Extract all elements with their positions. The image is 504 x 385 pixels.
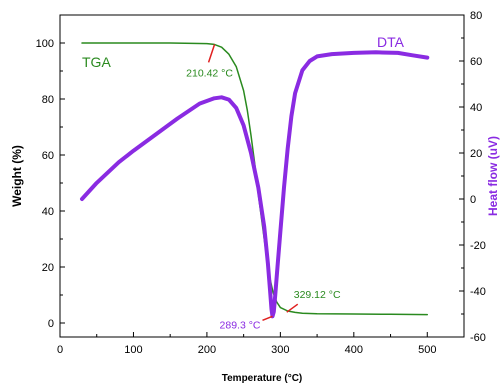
y2-tick-label: -60 bbox=[470, 332, 486, 344]
y2-tick-label: 0 bbox=[470, 194, 476, 206]
plot-frame bbox=[59, 14, 465, 338]
x-tick-label: 0 bbox=[57, 344, 63, 356]
y-tick-label: 0 bbox=[48, 318, 54, 330]
x-axis-label: Temperature (°C) bbox=[222, 373, 303, 384]
annotation-pointer bbox=[207, 44, 216, 63]
y2-tick-label: 40 bbox=[470, 102, 482, 114]
x-tick-label: 400 bbox=[345, 344, 363, 356]
y2-tick-label: 20 bbox=[470, 148, 482, 160]
annotation-pointer bbox=[286, 303, 299, 313]
y-tick-label: 100 bbox=[36, 38, 54, 50]
y2-tick-label: 80 bbox=[470, 10, 482, 22]
annotation-label: 329.12 °C bbox=[294, 289, 341, 301]
x-tick-label: 500 bbox=[418, 344, 436, 356]
dta-series-label: DTA bbox=[377, 34, 405, 50]
y2-tick-label: -40 bbox=[470, 286, 486, 298]
y-tick-label: 60 bbox=[42, 150, 54, 162]
y-tick-label: 80 bbox=[42, 94, 54, 106]
y-tick-label: 40 bbox=[42, 206, 54, 218]
x-axis-ticks: 0 100 200 300 400 500 bbox=[57, 332, 436, 356]
left-y-axis-ticks: 0 20 40 60 80 100 bbox=[36, 38, 65, 330]
dta-series-line bbox=[80, 50, 430, 319]
x-tick-label: 100 bbox=[124, 344, 142, 356]
x-tick-label: 200 bbox=[198, 344, 216, 356]
y-tick-label: 20 bbox=[42, 262, 54, 274]
tga-series-label: TGA bbox=[82, 54, 111, 70]
annotation-label: 210.42 °C bbox=[186, 67, 233, 79]
right-y-axis-ticks: -60 -40 -20 0 20 40 60 80 bbox=[459, 10, 486, 344]
annotation-label: 289.3 °C bbox=[220, 319, 261, 331]
x-tick-label: 300 bbox=[271, 344, 289, 356]
y2-tick-label: 60 bbox=[470, 56, 482, 68]
y2-tick-label: -20 bbox=[470, 240, 486, 252]
annotation-pointer bbox=[262, 315, 273, 321]
annotations-group: TGA DTA 210.42 °C 289.3 °C 329.12 °C bbox=[82, 34, 405, 331]
y2-axis-label: Heat flow (uV) bbox=[486, 136, 500, 216]
series-group bbox=[80, 42, 430, 319]
y-axis-label: Weight (%) bbox=[10, 145, 24, 207]
